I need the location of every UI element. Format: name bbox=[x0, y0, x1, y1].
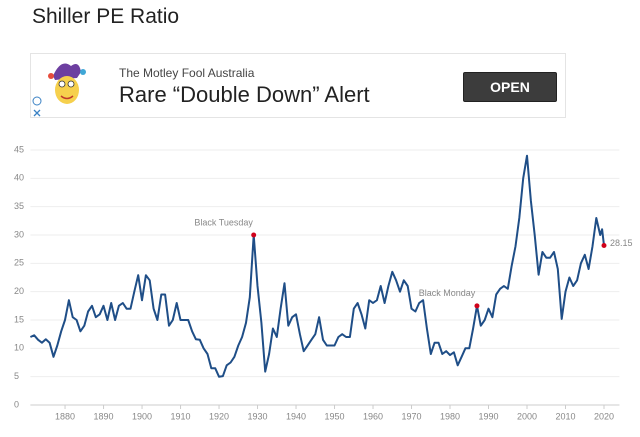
jester-smile bbox=[60, 95, 74, 100]
x-tick-label: 1990 bbox=[478, 411, 498, 421]
y-tick-label: 35 bbox=[14, 201, 24, 211]
jester-hat bbox=[53, 63, 81, 80]
x-tick-label: 1980 bbox=[440, 411, 460, 421]
close-icon[interactable] bbox=[33, 109, 41, 117]
page-title: Shiller PE Ratio bbox=[32, 5, 180, 28]
ad-headline: Rare “Double Down” Alert bbox=[119, 82, 370, 107]
ad-source: The Motley Fool Australia bbox=[119, 66, 255, 80]
hat-bell bbox=[80, 69, 86, 75]
y-tick-label: 15 bbox=[14, 314, 24, 324]
x-tick-label: 1970 bbox=[402, 411, 422, 421]
info-icon[interactable] bbox=[32, 96, 42, 106]
x-tick-label: 1900 bbox=[132, 411, 152, 421]
last-point bbox=[601, 242, 607, 248]
x-tick-label: 1880 bbox=[55, 411, 75, 421]
ad-icons bbox=[32, 62, 86, 117]
x-tick-label: 1960 bbox=[363, 411, 383, 421]
chart: 0 5 10 15 20 25 30 35 40 45 1880 1890 1900 1910 1920 19… bbox=[14, 144, 633, 421]
y-tick-label: 0 bbox=[14, 399, 19, 409]
jester-face bbox=[55, 76, 79, 104]
x-tick-label: 2000 bbox=[517, 411, 537, 421]
y-tick-label: 20 bbox=[14, 286, 24, 296]
last-value-label: 28.15 bbox=[610, 238, 633, 248]
x-tick-label: 1920 bbox=[209, 411, 229, 421]
annotation-point bbox=[474, 303, 480, 309]
x-tick-label: 1940 bbox=[286, 411, 306, 421]
ad-banner[interactable]: The Motley Fool Australia Rare “Double D… bbox=[30, 53, 566, 118]
hat-bell bbox=[48, 73, 54, 79]
y-tick-label: 25 bbox=[14, 258, 24, 268]
open-button[interactable]: OPEN bbox=[463, 72, 557, 102]
x-tick-label: 2010 bbox=[555, 411, 575, 421]
y-tick-label: 5 bbox=[14, 371, 19, 381]
x-tick-label: 1930 bbox=[248, 411, 268, 421]
annotation-point bbox=[251, 232, 257, 238]
jester-eye bbox=[67, 80, 75, 88]
annotation-label: Black Tuesday bbox=[194, 217, 253, 227]
y-tick-label: 40 bbox=[14, 173, 24, 183]
y-tick-label: 45 bbox=[14, 144, 24, 154]
x-tick-label: 2020 bbox=[594, 411, 614, 421]
x-tick-label: 1890 bbox=[94, 411, 114, 421]
jester-eye bbox=[58, 80, 66, 88]
series-line bbox=[29, 154, 605, 378]
y-tick-label: 30 bbox=[14, 229, 24, 239]
y-tick-label: 10 bbox=[14, 343, 24, 353]
x-tick-label: 1950 bbox=[325, 411, 345, 421]
x-tick-label: 1910 bbox=[171, 411, 191, 421]
annotation-label: Black Monday bbox=[419, 288, 476, 298]
